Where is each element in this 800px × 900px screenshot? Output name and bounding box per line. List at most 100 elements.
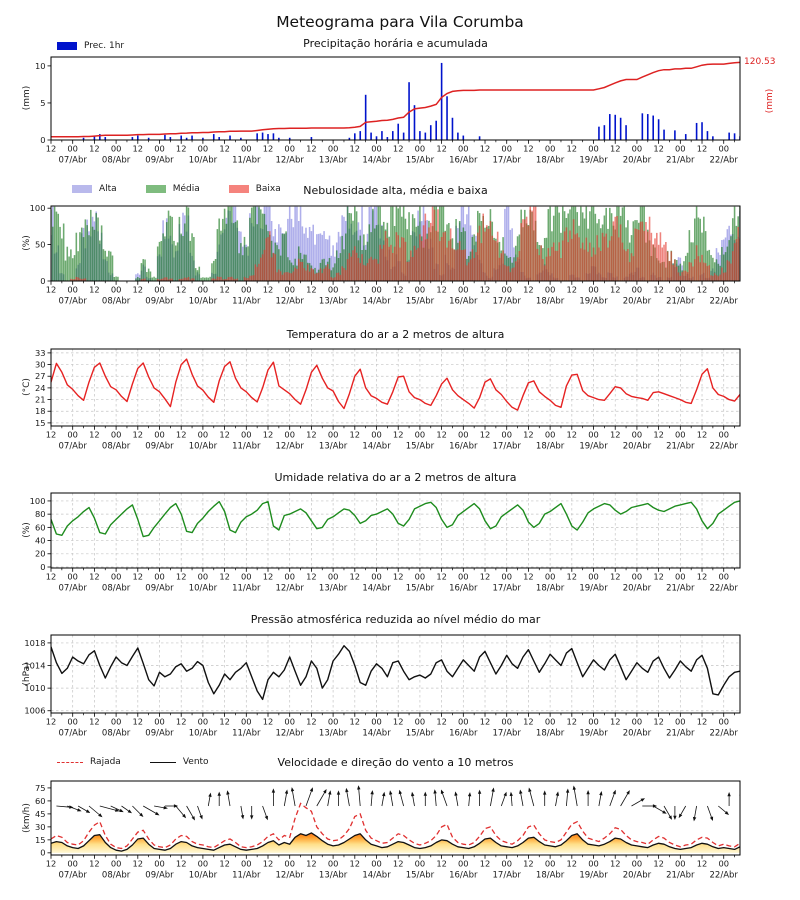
svg-text:12: 12 — [697, 572, 708, 582]
ylabel-precipitation: (mm) — [22, 85, 32, 111]
ylabel-clouds: (%) — [22, 235, 32, 251]
svg-text:13/Abr: 13/Abr — [319, 584, 348, 594]
svg-text:15/Abr: 15/Abr — [406, 729, 435, 739]
svg-text:19/Abr: 19/Abr — [579, 871, 608, 881]
svg-text:00: 00 — [241, 430, 252, 440]
svg-text:18/Abr: 18/Abr — [536, 442, 565, 452]
svg-text:20/Abr: 20/Abr — [623, 156, 652, 166]
svg-text:12: 12 — [393, 285, 404, 295]
svg-text:12: 12 — [176, 144, 187, 154]
wind-plot: 12 00 12 00 12 00 12 00 12 00 12 00 12 00 12 00 12 00 12 00… — [35, 780, 741, 881]
svg-text:12: 12 — [306, 859, 317, 869]
svg-text:12: 12 — [523, 717, 534, 727]
svg-text:12: 12 — [393, 717, 404, 727]
svg-text:100: 100 — [30, 496, 46, 506]
svg-text:12: 12 — [133, 717, 144, 727]
svg-text:12: 12 — [393, 430, 404, 440]
legend-entry-rajada: Rajada — [57, 757, 121, 767]
svg-text:12: 12 — [133, 859, 144, 869]
panel-title-wind: Velocidade e direção do vento a 10 metro… — [277, 756, 514, 769]
svg-text:12: 12 — [697, 285, 708, 295]
svg-text:14/Abr: 14/Abr — [362, 729, 391, 739]
precipitation-plot: 12 00 12 00 12 00 12 00 12 00 12 00 12 00 12 00 12 00 12 00… — [35, 56, 741, 166]
svg-text:21/Abr: 21/Abr — [666, 729, 695, 739]
svg-text:00: 00 — [328, 430, 339, 440]
svg-text:13/Abr: 13/Abr — [319, 156, 348, 166]
svg-text:12: 12 — [480, 144, 491, 154]
svg-text:12: 12 — [393, 144, 404, 154]
svg-text:00: 00 — [501, 430, 512, 440]
svg-text:00: 00 — [67, 430, 78, 440]
svg-text:12: 12 — [567, 430, 578, 440]
svg-text:12: 12 — [176, 285, 187, 295]
svg-text:00: 00 — [458, 859, 469, 869]
svg-text:18: 18 — [35, 406, 46, 416]
svg-text:11/Abr: 11/Abr — [232, 297, 261, 307]
svg-text:21/Abr: 21/Abr — [666, 297, 695, 307]
svg-text:17/Abr: 17/Abr — [493, 156, 522, 166]
svg-text:10: 10 — [35, 61, 46, 71]
svg-text:12: 12 — [263, 717, 274, 727]
svg-text:00: 00 — [632, 144, 643, 154]
svg-text:00: 00 — [111, 572, 122, 582]
svg-text:07/Abr: 07/Abr — [59, 297, 88, 307]
svg-text:00: 00 — [328, 717, 339, 727]
svg-text:09/Abr: 09/Abr — [145, 584, 174, 594]
svg-text:19/Abr: 19/Abr — [579, 156, 608, 166]
svg-text:00: 00 — [328, 285, 339, 295]
svg-text:12: 12 — [89, 144, 100, 154]
legend-entry-alta: Alta — [72, 184, 117, 194]
svg-text:1014: 1014 — [24, 660, 45, 670]
svg-text:00: 00 — [415, 285, 426, 295]
svg-text:16/Abr: 16/Abr — [449, 156, 478, 166]
svg-text:09/Abr: 09/Abr — [145, 871, 174, 881]
svg-text:11/Abr: 11/Abr — [232, 729, 261, 739]
svg-text:19/Abr: 19/Abr — [579, 442, 608, 452]
svg-text:30: 30 — [35, 822, 46, 832]
svg-text:00: 00 — [198, 144, 209, 154]
svg-text:12: 12 — [436, 285, 447, 295]
svg-text:12: 12 — [350, 717, 361, 727]
svg-text:15/Abr: 15/Abr — [406, 297, 435, 307]
svg-text:16/Abr: 16/Abr — [449, 584, 478, 594]
svg-text:10/Abr: 10/Abr — [189, 442, 218, 452]
svg-text:12: 12 — [523, 859, 534, 869]
svg-text:00: 00 — [501, 859, 512, 869]
svg-text:12: 12 — [567, 285, 578, 295]
media-swatch — [145, 185, 166, 193]
alta-swatch — [72, 185, 92, 193]
svg-text:00: 00 — [588, 859, 599, 869]
svg-text:12: 12 — [263, 430, 274, 440]
svg-text:00: 00 — [328, 859, 339, 869]
rajada-line-sample — [57, 761, 83, 763]
svg-text:19/Abr: 19/Abr — [579, 584, 608, 594]
svg-text:12: 12 — [610, 572, 621, 582]
svg-text:22/Abr: 22/Abr — [710, 584, 739, 594]
svg-text:12: 12 — [89, 430, 100, 440]
svg-text:20: 20 — [35, 549, 46, 559]
svg-text:0: 0 — [40, 276, 45, 286]
svg-text:12: 12 — [219, 285, 230, 295]
svg-text:12: 12 — [610, 144, 621, 154]
svg-text:12: 12 — [219, 144, 230, 154]
svg-text:11/Abr: 11/Abr — [232, 871, 261, 881]
vento-label: Vento — [182, 757, 209, 767]
svg-text:12: 12 — [306, 717, 317, 727]
svg-text:00: 00 — [632, 285, 643, 295]
svg-text:00: 00 — [111, 144, 122, 154]
svg-text:14/Abr: 14/Abr — [362, 871, 391, 881]
svg-text:12: 12 — [350, 144, 361, 154]
svg-text:00: 00 — [111, 859, 122, 869]
precip-legend-label: Prec. 1hr — [84, 41, 125, 51]
svg-text:20/Abr: 20/Abr — [623, 584, 652, 594]
svg-text:00: 00 — [371, 859, 382, 869]
svg-text:45: 45 — [35, 809, 46, 819]
vento-line-sample — [149, 761, 176, 763]
svg-text:00: 00 — [718, 430, 729, 440]
svg-text:12: 12 — [46, 859, 57, 869]
svg-text:07/Abr: 07/Abr — [59, 584, 88, 594]
svg-text:12: 12 — [393, 859, 404, 869]
svg-text:00: 00 — [415, 430, 426, 440]
svg-text:12: 12 — [133, 572, 144, 582]
svg-text:12: 12 — [393, 572, 404, 582]
